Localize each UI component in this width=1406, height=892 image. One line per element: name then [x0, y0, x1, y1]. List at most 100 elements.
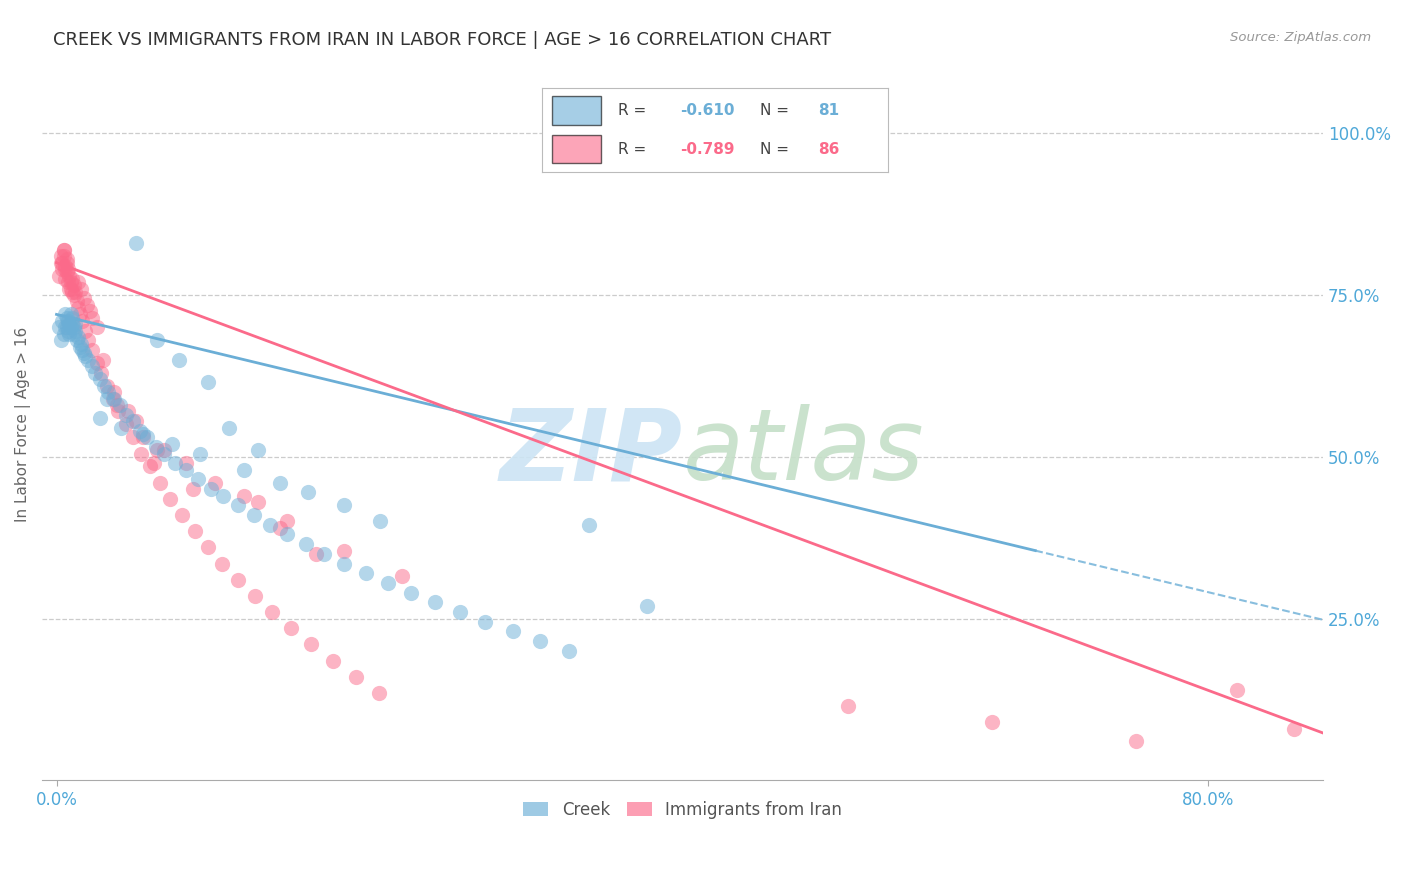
Point: [174, 456, 197, 470]
Text: atlas: atlas: [683, 404, 924, 501]
Point: [299, 637, 322, 651]
Point: [174, 463, 197, 477]
Point: [226, 573, 249, 587]
Point: [48, 320, 70, 334]
Point: [59, 275, 82, 289]
Point: [474, 615, 496, 629]
Point: [69, 307, 91, 321]
Point: [69, 340, 91, 354]
Point: [114, 417, 136, 432]
Point: [377, 576, 399, 591]
Point: [82, 359, 104, 374]
Point: [368, 686, 391, 700]
Point: [167, 352, 190, 367]
Point: [391, 569, 413, 583]
Point: [276, 527, 298, 541]
Point: [70, 281, 93, 295]
Point: [197, 376, 219, 390]
Point: [269, 521, 291, 535]
Point: [117, 404, 139, 418]
Point: [197, 541, 219, 555]
Point: [132, 430, 155, 444]
Point: [110, 420, 132, 434]
Point: [62, 288, 84, 302]
Point: [84, 366, 107, 380]
Point: [636, 599, 658, 613]
Point: [333, 543, 356, 558]
Point: [73, 346, 96, 360]
Point: [59, 320, 82, 334]
Point: [232, 463, 254, 477]
Point: [153, 446, 176, 460]
Point: [132, 427, 155, 442]
Point: [449, 605, 471, 619]
Point: [344, 670, 367, 684]
Point: [53, 320, 76, 334]
Point: [262, 605, 284, 619]
Point: [86, 356, 108, 370]
Point: [259, 517, 281, 532]
Point: [52, 243, 75, 257]
Point: [55, 320, 77, 334]
Point: [73, 291, 96, 305]
Point: [55, 265, 77, 279]
Point: [58, 268, 80, 283]
Point: [200, 482, 222, 496]
Point: [108, 398, 131, 412]
Point: [187, 472, 209, 486]
Point: [62, 320, 84, 334]
Point: [149, 475, 172, 490]
Point: [49, 249, 72, 263]
Point: [91, 352, 114, 367]
Point: [304, 547, 326, 561]
Point: [97, 385, 120, 400]
Point: [63, 324, 86, 338]
Point: [56, 314, 79, 328]
Point: [76, 298, 98, 312]
Point: [58, 281, 80, 295]
Point: [145, 440, 167, 454]
Point: [243, 589, 266, 603]
Point: [153, 443, 176, 458]
Point: [370, 515, 392, 529]
Point: [93, 378, 115, 392]
Point: [837, 698, 859, 713]
Point: [77, 333, 100, 347]
Point: [160, 437, 183, 451]
Point: [67, 275, 90, 289]
Point: [314, 547, 336, 561]
Point: [114, 408, 136, 422]
Point: [247, 495, 270, 509]
Point: [96, 392, 118, 406]
Point: [75, 350, 97, 364]
Point: [129, 424, 152, 438]
Point: [58, 317, 80, 331]
Point: [170, 508, 193, 522]
Text: ZIP: ZIP: [499, 404, 683, 501]
Point: [101, 392, 124, 406]
Point: [146, 333, 169, 347]
Point: [62, 326, 84, 341]
Point: [67, 301, 90, 315]
Point: [89, 372, 111, 386]
Point: [242, 508, 264, 522]
Point: [121, 430, 143, 444]
Point: [53, 307, 76, 321]
Point: [70, 336, 93, 351]
Point: [56, 275, 79, 289]
Point: [121, 414, 143, 428]
Point: [181, 482, 204, 496]
Point: [52, 243, 75, 257]
Point: [578, 517, 600, 532]
Point: [354, 566, 377, 581]
Point: [56, 262, 79, 277]
Y-axis label: In Labor Force | Age > 16: In Labor Force | Age > 16: [15, 326, 31, 522]
Point: [502, 624, 524, 639]
Point: [51, 262, 73, 277]
Point: [59, 307, 82, 321]
Point: [79, 304, 101, 318]
Point: [72, 343, 94, 357]
Point: [52, 326, 75, 341]
Point: [55, 255, 77, 269]
Point: [269, 475, 291, 490]
